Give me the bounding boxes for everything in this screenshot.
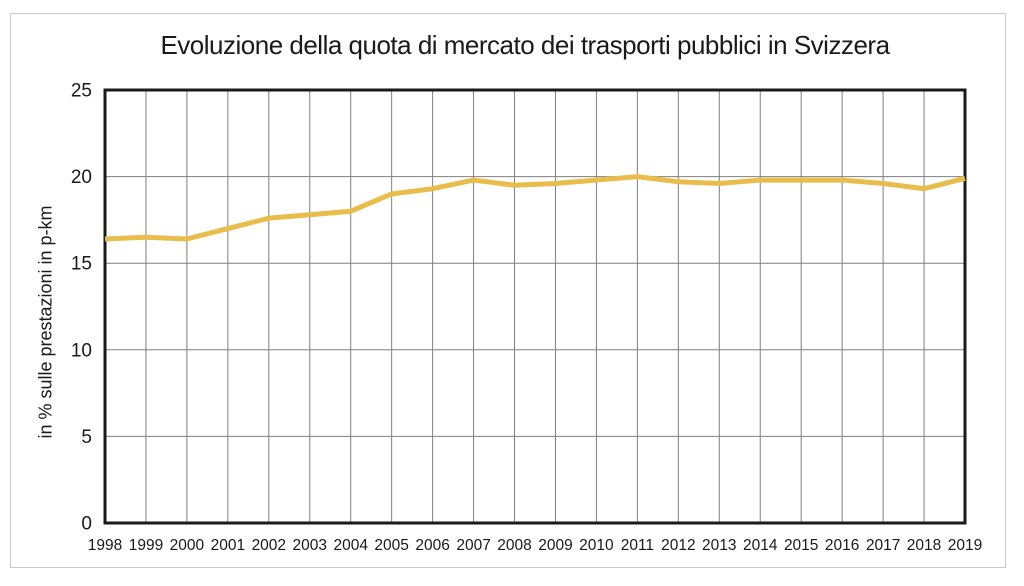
x-tick-label: 2001 bbox=[211, 537, 245, 554]
x-tick-label: 2011 bbox=[621, 537, 654, 554]
y-tick-label: 5 bbox=[81, 427, 92, 448]
plot-border bbox=[103, 88, 967, 525]
x-tick-label: 2015 bbox=[784, 537, 818, 554]
x-tick-label: 2016 bbox=[825, 537, 859, 554]
y-tick-label: 0 bbox=[81, 514, 92, 535]
x-tick-label: 2000 bbox=[170, 537, 205, 554]
x-tick-label: 2019 bbox=[948, 537, 982, 554]
x-tick-label: 2006 bbox=[415, 537, 449, 554]
x-tick-label: 2008 bbox=[497, 537, 531, 554]
x-tick-label: 2003 bbox=[293, 537, 327, 554]
x-tick-label: 2014 bbox=[743, 537, 778, 554]
x-tick-label: 2009 bbox=[538, 537, 572, 554]
x-tick-label: 2017 bbox=[866, 537, 900, 554]
x-tick-label: 2005 bbox=[374, 537, 408, 554]
chart-title: Evoluzione della quota di mercato dei tr… bbox=[160, 30, 890, 60]
x-tick-label: 2010 bbox=[579, 537, 614, 554]
x-tick-label: 2007 bbox=[456, 537, 490, 554]
y-tick-label: 10 bbox=[71, 340, 92, 361]
x-tick-label: 1998 bbox=[88, 537, 122, 554]
y-tick-label: 15 bbox=[71, 254, 92, 275]
x-tick-label: 2018 bbox=[907, 537, 941, 554]
x-tick-label: 1999 bbox=[129, 537, 163, 554]
x-tick-label: 2002 bbox=[252, 537, 286, 554]
y-tick-label: 20 bbox=[71, 167, 92, 188]
chart-line bbox=[104, 174, 966, 242]
y-tick-label: 25 bbox=[71, 81, 92, 102]
x-tick-label: 2004 bbox=[333, 537, 368, 554]
x-tick-label: 2012 bbox=[661, 537, 695, 554]
x-tick-label: 2013 bbox=[702, 537, 736, 554]
